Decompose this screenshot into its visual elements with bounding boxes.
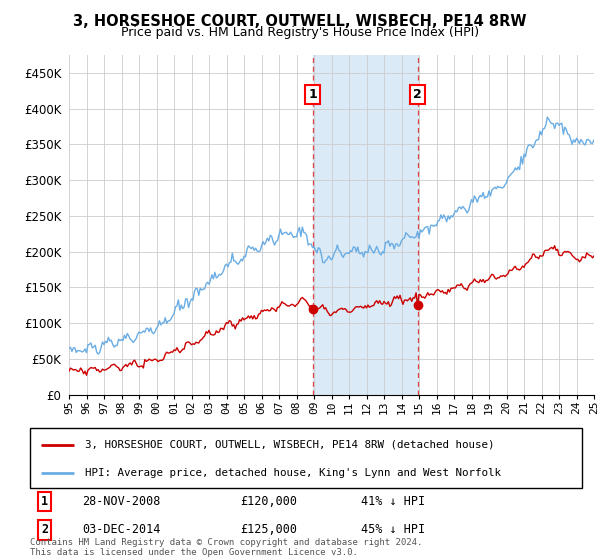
Text: Price paid vs. HM Land Registry's House Price Index (HPI): Price paid vs. HM Land Registry's House … <box>121 26 479 39</box>
Text: 03-DEC-2014: 03-DEC-2014 <box>82 524 161 536</box>
Text: 1: 1 <box>41 495 48 508</box>
Text: HPI: Average price, detached house, King's Lynn and West Norfolk: HPI: Average price, detached house, King… <box>85 468 501 478</box>
Text: 2: 2 <box>41 524 48 536</box>
Bar <box>313 55 418 395</box>
Text: 28-NOV-2008: 28-NOV-2008 <box>82 495 161 508</box>
Text: £120,000: £120,000 <box>240 495 297 508</box>
Text: 3, HORSESHOE COURT, OUTWELL, WISBECH, PE14 8RW: 3, HORSESHOE COURT, OUTWELL, WISBECH, PE… <box>73 14 527 29</box>
Text: Contains HM Land Registry data © Crown copyright and database right 2024.
This d: Contains HM Land Registry data © Crown c… <box>30 538 422 557</box>
Text: 2: 2 <box>413 88 422 101</box>
Text: 45% ↓ HPI: 45% ↓ HPI <box>361 524 425 536</box>
Text: 3, HORSESHOE COURT, OUTWELL, WISBECH, PE14 8RW (detached house): 3, HORSESHOE COURT, OUTWELL, WISBECH, PE… <box>85 440 494 450</box>
Text: 1: 1 <box>308 88 317 101</box>
Text: £125,000: £125,000 <box>240 524 297 536</box>
Text: 41% ↓ HPI: 41% ↓ HPI <box>361 495 425 508</box>
